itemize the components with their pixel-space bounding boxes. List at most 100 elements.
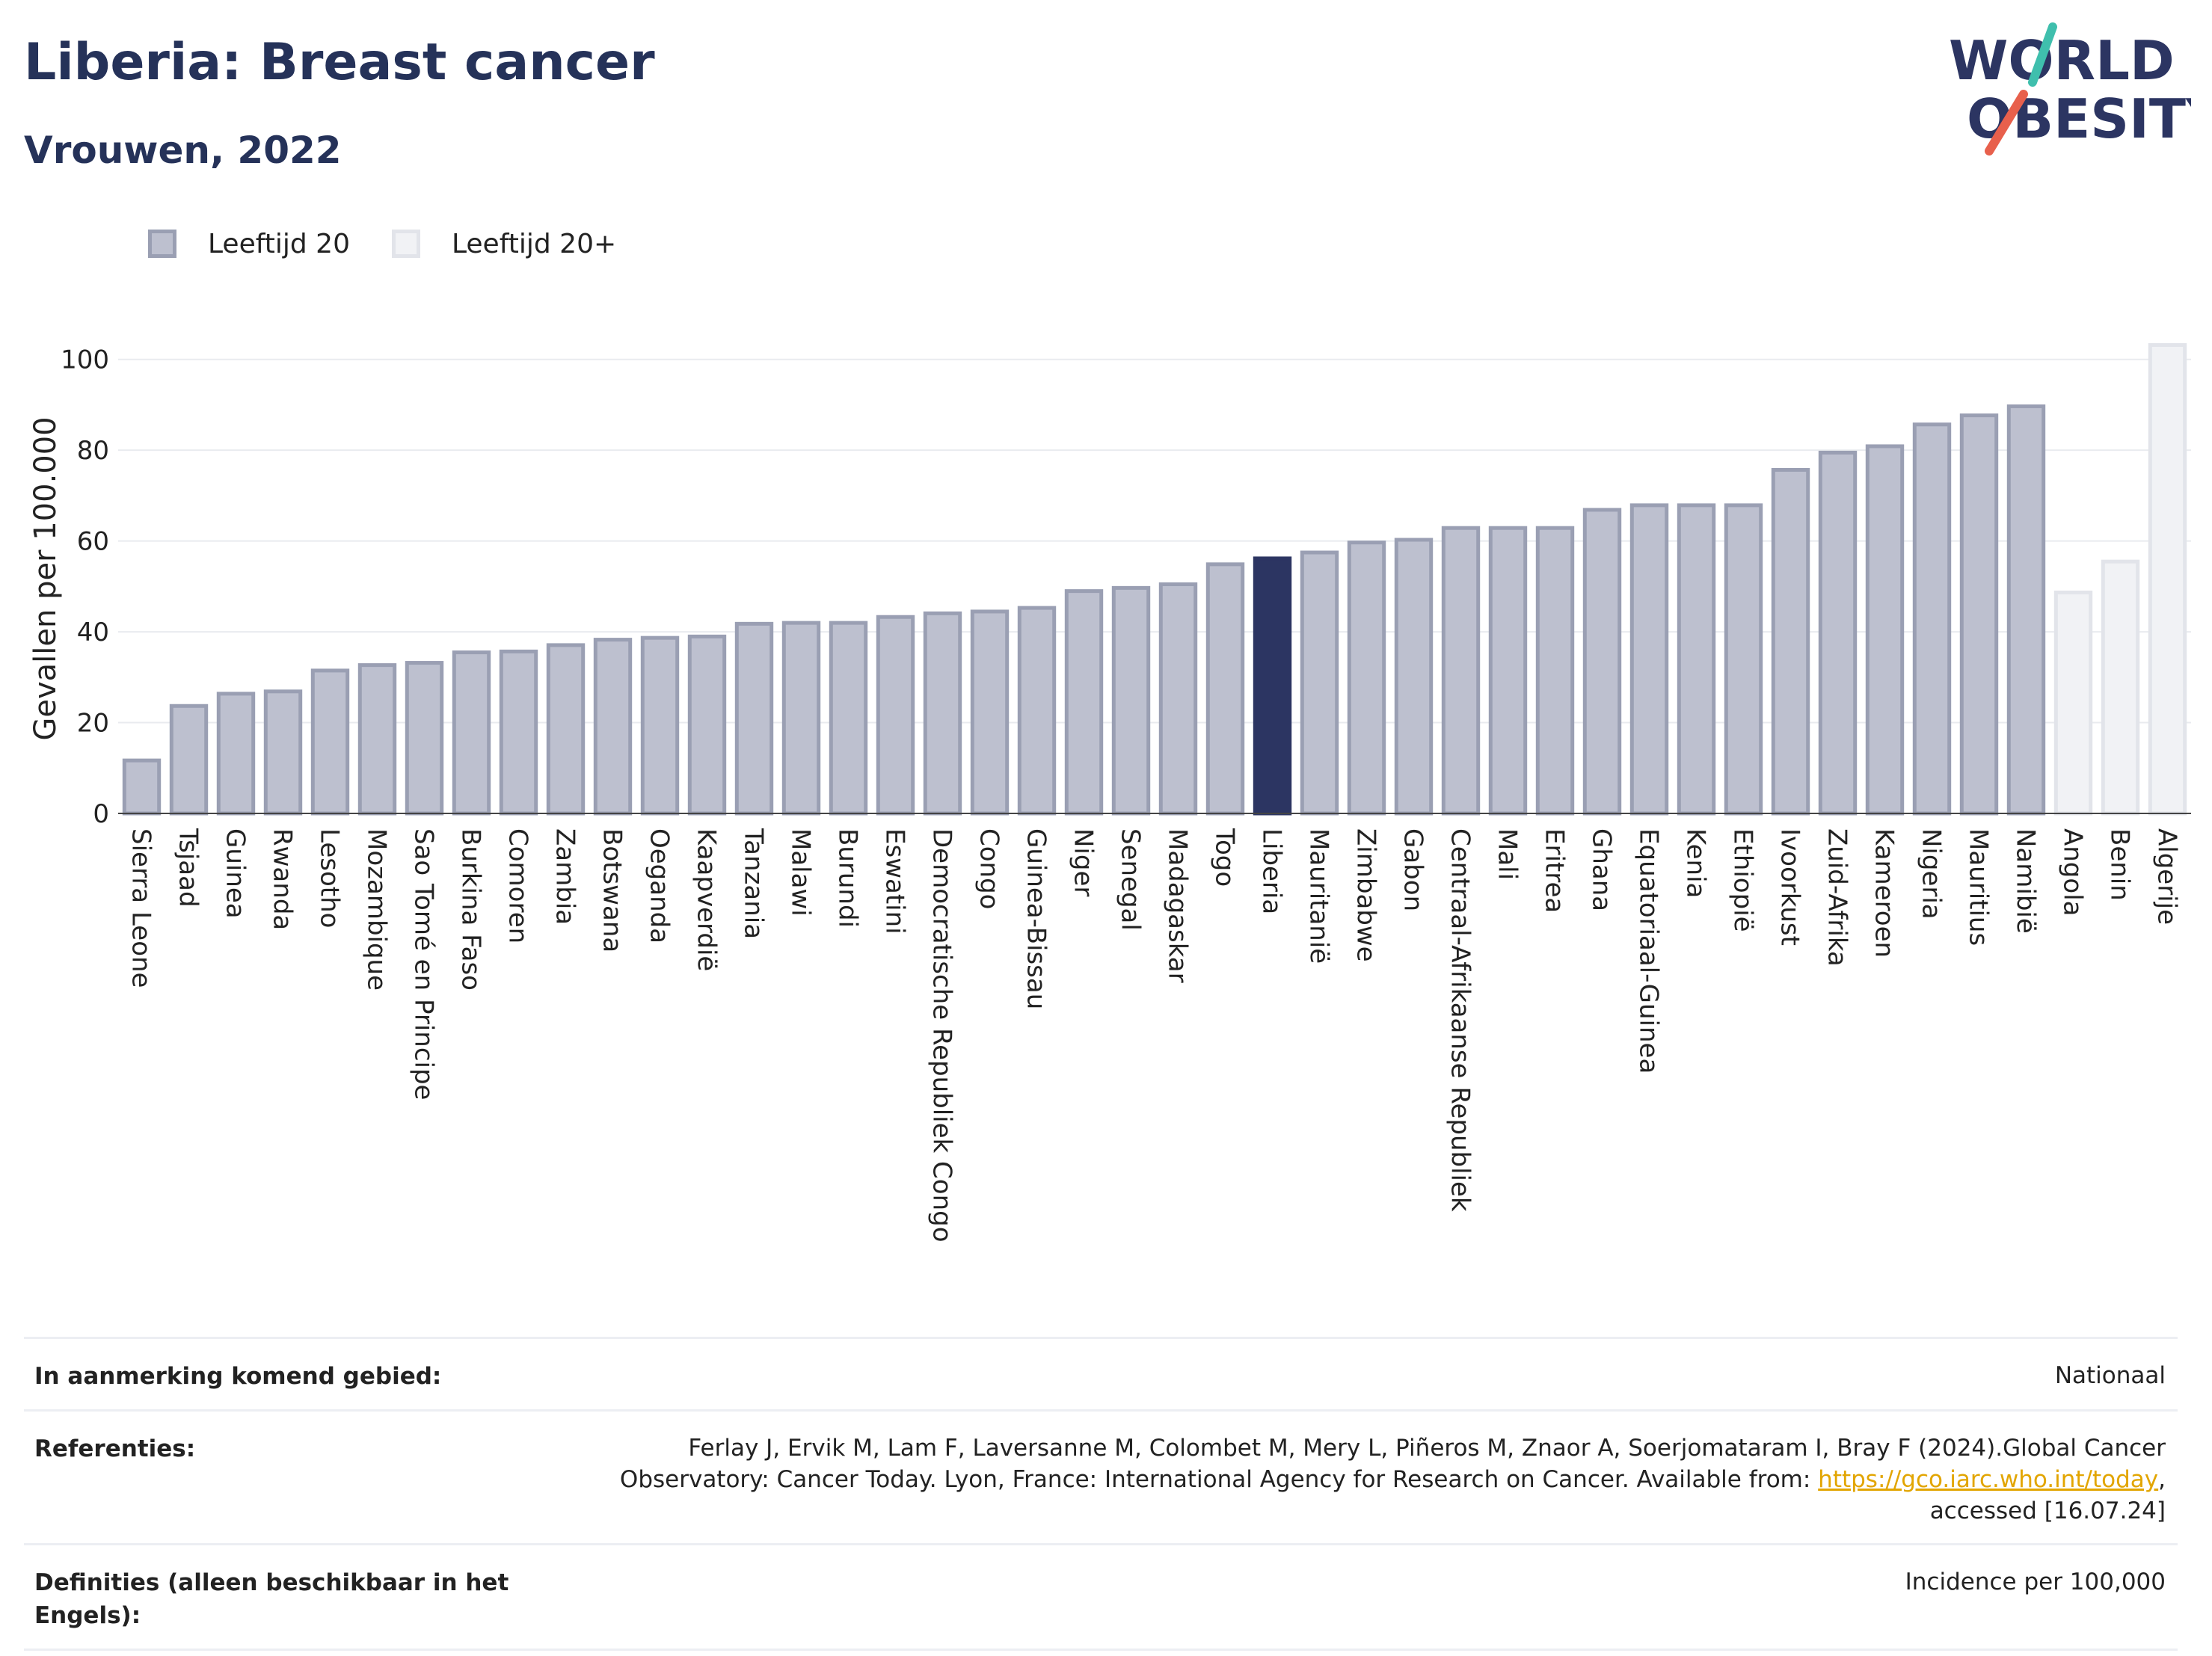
x-tick-label: Zambia	[550, 828, 580, 925]
bar-oeganda[interactable]	[640, 635, 680, 816]
x-tick-label: Algerije	[2152, 828, 2182, 925]
chart-legend: Leeftijd 20 Leeftijd 20+	[148, 223, 658, 265]
x-tick-label: Rwanda	[268, 828, 298, 930]
x-tick-label: Nigeria	[1917, 828, 1947, 920]
bar-burundi[interactable]	[829, 621, 868, 816]
legend-item-age20[interactable]: Leeftijd 20	[148, 229, 350, 259]
legend-label-age20plus: Leeftijd 20+	[451, 228, 617, 259]
legend-item-age20plus[interactable]: Leeftijd 20+	[391, 228, 617, 259]
bar-eswatini[interactable]	[876, 615, 915, 816]
info-table: In aanmerking komend gebied: Nationaal R…	[24, 1337, 2178, 1651]
bar-rwanda[interactable]	[263, 689, 303, 816]
bar-zimbabwe[interactable]	[1347, 541, 1386, 816]
bar-democratische-republiek-congo[interactable]	[923, 611, 962, 816]
bar-ivoorkust[interactable]	[1771, 467, 1810, 816]
x-tick-label: Ethiopië	[1728, 828, 1758, 932]
bar-liberia[interactable]	[1253, 556, 1292, 816]
x-tick-label: Burundi	[833, 828, 863, 928]
references-line2: Observatory: Cancer Today. Lyon, France:…	[619, 1466, 1819, 1493]
bar-comoren[interactable]	[499, 649, 538, 816]
bar-guinea-bissau[interactable]	[1017, 606, 1057, 816]
bar-malawi[interactable]	[781, 621, 821, 816]
bar-niger[interactable]	[1064, 589, 1104, 816]
x-tick-label: Sierra Leone	[126, 828, 156, 988]
x-tick-label: Guinea	[221, 828, 251, 919]
page-subtitle: Vrouwen, 2022	[24, 129, 342, 172]
references-value: Ferlay J, Ervik M, Lam F, Laversanne M, …	[565, 1432, 2166, 1527]
x-tick-label: Mali	[1493, 828, 1523, 880]
bar-benin[interactable]	[2101, 559, 2140, 816]
bar-congo[interactable]	[970, 609, 1010, 816]
references-line3: accessed [16.07.24]	[1929, 1498, 2166, 1524]
bar-lesotho[interactable]	[310, 668, 350, 816]
bar-kenia[interactable]	[1677, 503, 1716, 816]
x-tick-label: Niger	[1069, 828, 1099, 896]
x-tick-label: Mauritius	[1964, 828, 1994, 946]
bar-zambia[interactable]	[546, 643, 586, 816]
info-row-references: Referenties: Ferlay J, Ervik M, Lam F, L…	[24, 1409, 2178, 1543]
logo-line1: WORLD	[1949, 29, 2175, 92]
references-link[interactable]: https://gco.iarc.who.int/today	[1818, 1466, 2159, 1493]
bar-gabon[interactable]	[1394, 538, 1434, 816]
bar-namibi-[interactable]	[2006, 404, 2046, 816]
x-tick-label: Eswatini	[880, 828, 910, 935]
x-tick-label: Mozambique	[362, 828, 392, 991]
x-tick-label: Gabon	[1398, 828, 1428, 911]
bar-botswana[interactable]	[593, 638, 633, 816]
x-tick-label: Angola	[2058, 828, 2088, 916]
x-tick-label: Malawi	[786, 828, 816, 917]
x-axis-category-labels: Sierra Leone Tsjaad Guinea Rwanda Lesotho Moz…	[126, 828, 2182, 1243]
x-tick-label: Lesotho	[315, 828, 345, 928]
legend-swatch-age20	[148, 230, 176, 258]
region-label: In aanmerking komend gebied:	[34, 1363, 442, 1390]
references-line1: Ferlay J, Ervik M, Lam F, Laversanne M, …	[688, 1435, 2166, 1462]
bar-mali[interactable]	[1488, 526, 1528, 816]
region-value: Nationaal	[2054, 1362, 2166, 1389]
bar-equatoriaal-guinea[interactable]	[1629, 503, 1669, 816]
info-row-region: In aanmerking komend gebied: Nationaal	[24, 1337, 2178, 1409]
x-tick-label: Madagaskar	[1163, 828, 1193, 983]
bar-ethiopi-[interactable]	[1724, 503, 1763, 816]
info-row-definitions: Definities (alleen beschikbaar in het En…	[24, 1543, 2178, 1651]
x-tick-label: Congo	[974, 828, 1004, 909]
bar-tsjaad[interactable]	[169, 704, 209, 816]
legend-swatch-age20plus	[391, 230, 420, 258]
bar-guinea[interactable]	[216, 692, 256, 816]
x-tick-label: Tanzania	[739, 828, 769, 939]
x-tick-label: Togo	[1210, 828, 1240, 887]
bar-kameroen[interactable]	[1865, 444, 1905, 816]
bar-centraal-afrikaanse-republiek[interactable]	[1441, 526, 1481, 816]
x-tick-label: Namibië	[2011, 828, 2041, 934]
logo-teal-slash	[2028, 22, 2057, 87]
bar-nigeria[interactable]	[1912, 422, 1952, 816]
bar-togo[interactable]	[1205, 562, 1245, 816]
bar-eritrea[interactable]	[1535, 526, 1575, 816]
bar-sao-tom-en-principe[interactable]	[405, 661, 444, 816]
bar-ghana[interactable]	[1582, 508, 1622, 816]
y-axis-title: Gevallen per 100.000	[28, 416, 63, 740]
bar-algerije[interactable]	[2148, 342, 2187, 816]
x-tick-label: Oeganda	[645, 828, 675, 944]
legend-label-age20: Leeftijd 20	[208, 228, 350, 259]
x-tick-label: Senegal	[1116, 828, 1146, 931]
bar-zuid-afrika[interactable]	[1818, 450, 1858, 816]
bar-senegal[interactable]	[1111, 585, 1151, 816]
x-tick-label: Botswana	[597, 828, 627, 952]
bar-angola[interactable]	[2053, 590, 2093, 816]
bar-sierra-leone[interactable]	[122, 758, 162, 816]
bar-tanzania[interactable]	[734, 621, 774, 816]
x-tick-label: Zimbabwe	[1351, 828, 1381, 962]
world-obesity-logo: WORLD OBESITY	[1949, 22, 2191, 156]
y-tick-label: 80	[77, 436, 109, 466]
bar-madagaskar[interactable]	[1158, 582, 1198, 816]
bar-burkina-faso[interactable]	[452, 650, 491, 816]
bar-mauritani-[interactable]	[1300, 550, 1339, 816]
x-tick-label: Liberia	[1257, 828, 1287, 914]
x-tick-label: Democratische Republiek Congo	[927, 828, 957, 1243]
bar-kaapverdi-[interactable]	[687, 634, 727, 816]
definitions-label: Definities (alleen beschikbaar in het En…	[34, 1569, 509, 1629]
x-tick-label: Ivoorkust	[1775, 828, 1805, 946]
bar-mauritius[interactable]	[1959, 413, 1999, 816]
bar-mozambique[interactable]	[357, 663, 397, 816]
y-tick-label: 100	[61, 345, 109, 375]
